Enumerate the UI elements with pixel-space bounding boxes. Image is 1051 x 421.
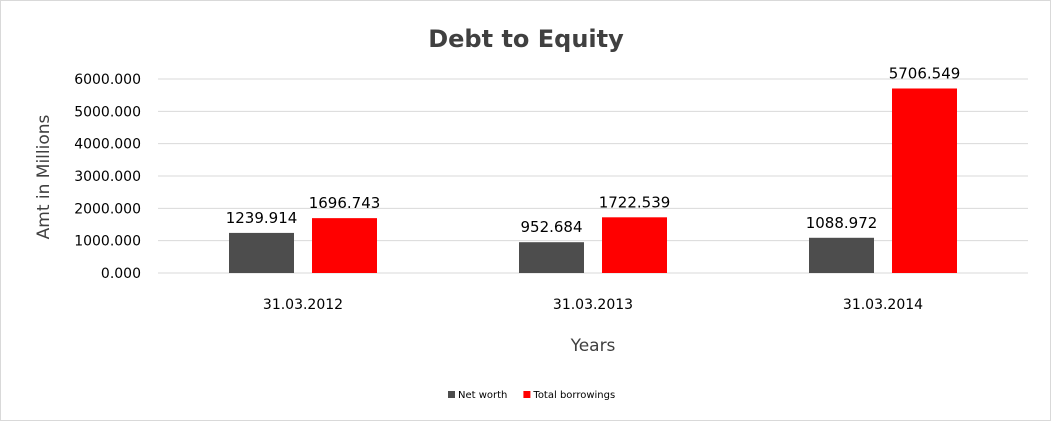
legend: Net worth Total borrowings: [448, 390, 615, 401]
y-tick-label: 1000.000: [74, 234, 141, 250]
bars: [229, 88, 957, 273]
bar: [519, 242, 584, 273]
legend-swatch: [523, 391, 531, 398]
y-tick-label: 3000.000: [74, 169, 141, 185]
chart-title: Debt to Equity: [428, 25, 624, 53]
y-axis-ticks: 0.000 1000.000 2000.000 3000.000 4000.000 500…: [74, 72, 141, 282]
bar: [892, 88, 957, 273]
bar: [312, 218, 377, 273]
y-tick-label: 4000.000: [74, 137, 141, 153]
x-axis-ticks: 31.03.2012 31.03.2013 31.03.2014: [263, 297, 923, 313]
data-label: 5706.549: [889, 64, 961, 82]
data-label: 1722.539: [599, 193, 671, 211]
y-tick-label: 5000.000: [74, 104, 141, 120]
x-tick-label: 31.03.2013: [553, 297, 633, 313]
bar: [602, 217, 667, 273]
bar: [229, 232, 294, 273]
bar: [809, 237, 874, 273]
data-labels: 1239.914 1696.743 952.684 1722.539 1088.972 5…: [226, 64, 961, 236]
y-axis-title: Amt in Millions: [34, 114, 54, 239]
data-label: 1696.743: [309, 194, 381, 212]
x-tick-label: 31.03.2014: [843, 297, 923, 313]
data-label: 1239.914: [226, 209, 298, 227]
legend-label: Net worth: [458, 390, 507, 401]
x-tick-label: 31.03.2012: [263, 297, 343, 313]
y-tick-label: 0.000: [101, 266, 141, 282]
legend-label: Total borrowings: [532, 390, 615, 401]
x-axis-title: Years: [570, 336, 616, 356]
legend-swatch: [448, 391, 455, 398]
data-label: 952.684: [520, 218, 582, 236]
gridlines: [158, 78, 1028, 274]
y-tick-label: 2000.000: [74, 201, 141, 217]
y-tick-label: 6000.000: [74, 72, 141, 88]
data-label: 1088.972: [806, 214, 878, 232]
